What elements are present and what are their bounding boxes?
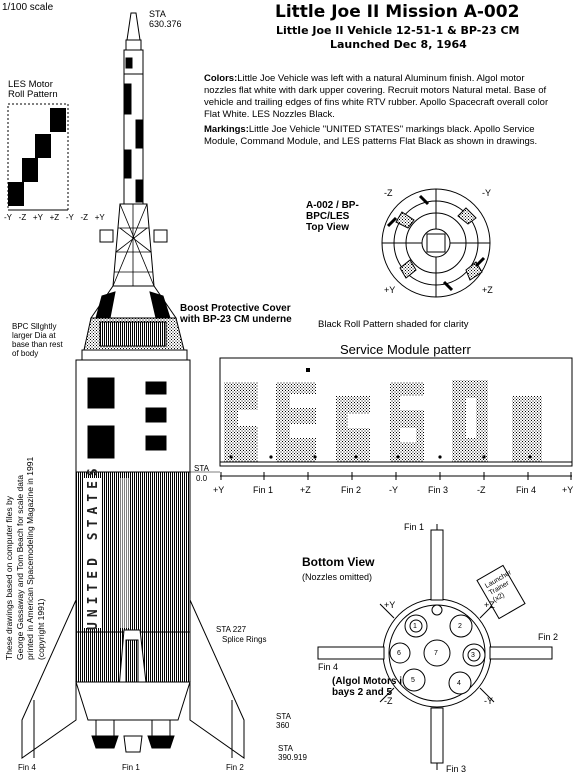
les-axis-2: +Y (32, 213, 43, 222)
fin-label-bottom-0: Fin 4 (18, 763, 36, 772)
bottom-axis-0: +Y (384, 600, 396, 610)
service-module-title: Service Module patterr (340, 342, 471, 357)
sta-top-label: STA (149, 9, 166, 19)
splice-label: Splice Rings (222, 635, 267, 644)
boost-cover-label: Boost Protective Cover with BP-23 CM und… (180, 303, 292, 325)
page-title: Little Joe II Mission A-002 (275, 2, 520, 22)
colors-label: Colors: (204, 73, 238, 84)
bay-3: 3 (471, 652, 475, 659)
les-axis-labels: -Y -Z +Y +Z -Y -Z +Y (4, 213, 105, 223)
bay-4: 4 (457, 680, 461, 687)
bay-6: 6 (397, 650, 401, 657)
bottom-fin-3: Fin 3 (446, 764, 467, 774)
bottom-axis-2: -Z (384, 696, 393, 706)
top-view-label-3: +Z (482, 285, 493, 295)
sm-axis-3: Fin 2 (341, 485, 362, 495)
fin-label-bottom-1: Fin 1 (122, 763, 140, 772)
markings-label: Markings: (204, 124, 249, 135)
les-motor-label: LES Motor Roll Pattern (8, 79, 58, 100)
bay-7: 7 (434, 650, 438, 657)
service-module-pattern (190, 357, 573, 480)
algol-note: (Algol Motors i bays 2 and 5 (332, 676, 402, 698)
markings-paragraph: Markings:Little Joe Vehicle "UNITED STAT… (204, 124, 558, 148)
les-roll-pattern (7, 103, 69, 211)
les-axis-1: -Z (18, 213, 27, 222)
bay-5: 5 (411, 677, 415, 684)
top-view-title: A-002 / BP- BPC/LES Top View (306, 200, 359, 233)
bpc-note: BPC Sllghtly larger Dia at base than res… (12, 322, 63, 358)
sm-axis-7: Fin 4 (516, 485, 537, 495)
sm-axis-0: +Y (213, 485, 225, 495)
bottom-axis-3: -Y (484, 696, 493, 706)
credit-text: These drawings based on computer files b… (4, 456, 46, 660)
sm-axis-1: Fin 1 (253, 485, 274, 495)
sta-top-value: 630.376 (149, 19, 182, 29)
les-axis-5: -Z (80, 213, 89, 222)
roll-pattern-note: Black Roll Pattern shaded for clarity (318, 319, 469, 330)
top-view-label-0: -Z (384, 188, 393, 198)
fin-label-bottom-2: Fin 2 (226, 763, 244, 772)
sta-zero-value: 0.0 (196, 474, 208, 483)
bottom-axis-1: +Z (484, 600, 495, 610)
scale-label: 1/100 scale (2, 2, 54, 13)
splice-sta: STA 227 (216, 625, 247, 634)
bottom-fin-4: Fin 4 (318, 662, 339, 672)
colors-paragraph: Colors:Little Joe Vehicle was left with … (204, 73, 558, 121)
colors-text: Little Joe Vehicle was left with a natur… (204, 73, 549, 120)
sm-axis-2: +Z (300, 485, 311, 495)
top-view-label-2: +Y (384, 285, 396, 295)
bottom-view-title: Bottom View (302, 555, 375, 569)
bottom-view-diagram (317, 524, 553, 770)
rocket-side-view (21, 12, 245, 759)
les-axis-4: -Y (65, 213, 74, 222)
les-axis-3: +Z (49, 213, 60, 222)
subtitle-launch: Launched Dec 8, 1964 (330, 38, 467, 51)
sm-axis-8: +Y (562, 485, 574, 495)
bay-2: 2 (458, 623, 462, 630)
bay-1: 1 (413, 623, 417, 630)
sm-axis-4: -Y (389, 485, 398, 495)
sta-390: STA 390.919 (278, 744, 307, 762)
bottom-fin-2: Fin 2 (538, 632, 559, 642)
top-view-diagram (381, 188, 491, 298)
les-axis-6: +Y (94, 213, 105, 222)
sm-axis-5: Fin 3 (428, 485, 449, 495)
top-view-label-1: -Y (482, 188, 491, 198)
bottom-view-subtitle: (Nozzles omitted) (302, 572, 373, 582)
markings-text: Little Joe Vehicle "UNITED STATES" marki… (204, 124, 538, 147)
sta-360: STA 360 (276, 712, 291, 730)
vehicle-marking: UNITED STATES (86, 463, 101, 630)
bottom-fin-1: Fin 1 (404, 522, 425, 532)
les-axis-0: -Y (4, 213, 12, 222)
subtitle-vehicle: Little Joe II Vehicle 12-51-1 & BP-23 CM (276, 24, 520, 37)
sm-axis-6: -Z (477, 485, 486, 495)
sta-zero-label: STA (194, 464, 209, 473)
